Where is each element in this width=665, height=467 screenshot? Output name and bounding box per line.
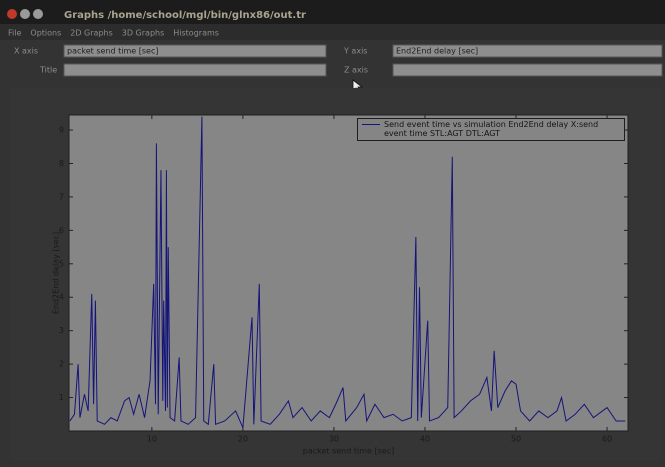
x-tick-label: 60 [602, 435, 612, 444]
x-tick-label: 10 [147, 435, 157, 444]
data-line [69, 116, 626, 428]
menu-item[interactable]: Options [30, 29, 61, 38]
x-tick-label: 40 [420, 435, 430, 444]
x-tick-label: 50 [511, 435, 521, 444]
menu-item[interactable]: File [8, 29, 21, 38]
y-tick-label: 7 [59, 192, 64, 201]
text-input[interactable] [63, 44, 327, 58]
menu-bar [0, 24, 665, 40]
maximize-button[interactable] [33, 9, 43, 19]
text-input[interactable] [392, 63, 663, 77]
plot-area [68, 114, 629, 432]
y-tick-label: 1 [59, 393, 64, 402]
y-tick-label: 9 [59, 126, 64, 135]
minimize-button[interactable] [20, 9, 30, 19]
y-tick-label: 6 [59, 226, 64, 235]
x-axis-label: packet send time [sec] [303, 447, 394, 456]
input-value: packet send time [sec] [67, 47, 158, 56]
field-label: Title [39, 66, 57, 75]
field-label: X axis [14, 47, 38, 56]
title-bar [0, 0, 665, 24]
legend: Send event time vs simulation End2End de… [357, 118, 625, 141]
window-title: Graphs /home/school/mgl/bin/glnx86/out.t… [64, 10, 306, 21]
legend-label: Send event time vs simulation End2End de… [384, 120, 599, 138]
text-input[interactable] [392, 44, 663, 58]
x-tick-label: 20 [238, 435, 248, 444]
legend-swatch [362, 124, 380, 125]
y-tick-label: 4 [59, 293, 64, 302]
x-tick-label: 30 [329, 435, 339, 444]
menu-item[interactable]: Histograms [173, 29, 219, 38]
input-value: End2End delay [sec] [396, 47, 478, 56]
y-tick-label: 5 [59, 259, 64, 268]
menu-item[interactable]: 2D Graphs [70, 29, 113, 38]
text-input[interactable] [63, 63, 327, 77]
y-tick-label: 3 [59, 326, 64, 335]
field-label: Z axis [344, 66, 368, 75]
close-button[interactable] [7, 9, 17, 19]
y-tick-label: 2 [59, 360, 64, 369]
menu-item[interactable]: 3D Graphs [122, 29, 165, 38]
y-tick-label: 8 [59, 159, 64, 168]
field-label: Y axis [343, 47, 367, 56]
y-axis-label: End2End delay [sec] [52, 232, 61, 314]
